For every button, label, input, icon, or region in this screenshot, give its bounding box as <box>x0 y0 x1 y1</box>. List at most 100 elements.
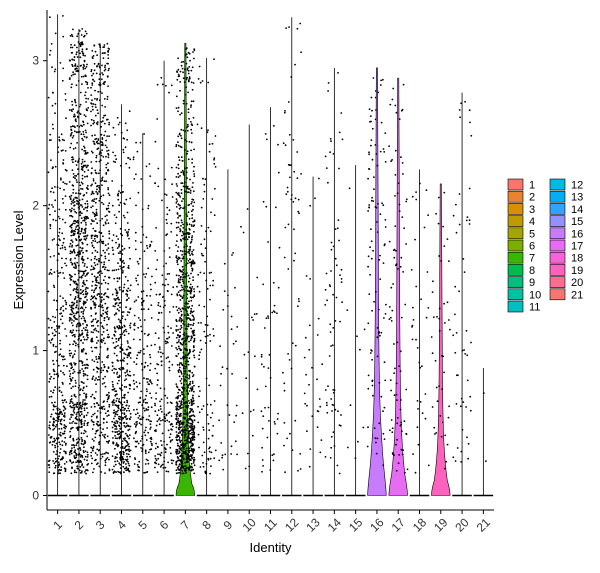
data-point <box>62 67 65 70</box>
data-point <box>393 256 396 259</box>
data-point <box>101 72 103 74</box>
data-point <box>180 426 183 428</box>
data-point <box>273 304 276 307</box>
data-point <box>71 83 73 86</box>
data-point <box>190 327 193 330</box>
data-point <box>63 373 66 376</box>
data-point <box>147 378 149 380</box>
data-point <box>177 341 180 343</box>
data-point <box>69 430 71 433</box>
data-point <box>111 455 114 457</box>
data-point <box>382 464 385 466</box>
data-point <box>90 298 92 301</box>
data-point <box>185 62 188 65</box>
data-point <box>235 414 238 417</box>
data-point <box>372 249 374 252</box>
data-point <box>181 67 184 70</box>
data-point <box>166 273 169 275</box>
data-point <box>145 418 148 421</box>
data-point <box>85 290 87 293</box>
data-point <box>75 84 78 87</box>
data-point <box>193 224 196 227</box>
data-point <box>159 466 162 468</box>
data-point <box>184 181 186 184</box>
data-point <box>82 75 85 78</box>
data-point <box>193 449 196 452</box>
x-tick-label: 17 <box>389 515 409 535</box>
data-point <box>61 138 64 141</box>
data-point <box>204 178 207 181</box>
data-point <box>84 430 87 433</box>
data-point <box>166 402 169 404</box>
data-point <box>128 437 131 440</box>
data-point <box>76 467 79 470</box>
data-point <box>179 145 182 148</box>
data-point <box>126 295 129 297</box>
data-point <box>68 59 71 62</box>
data-point <box>179 276 182 279</box>
data-point <box>129 425 132 428</box>
data-point <box>117 198 120 201</box>
data-point <box>186 390 188 393</box>
data-point <box>157 453 159 456</box>
data-point <box>318 177 320 180</box>
data-point <box>116 371 119 374</box>
data-point <box>122 416 124 419</box>
data-point <box>269 377 272 379</box>
data-point <box>85 166 88 169</box>
data-point <box>86 374 89 377</box>
data-point <box>105 163 108 166</box>
data-point <box>163 440 166 443</box>
data-point <box>163 250 166 252</box>
data-point <box>103 319 106 322</box>
data-point <box>133 324 135 326</box>
data-point <box>129 346 131 349</box>
data-point <box>50 268 52 271</box>
data-point <box>190 455 193 457</box>
data-point <box>391 98 394 101</box>
data-point <box>375 153 378 155</box>
data-point <box>101 272 103 275</box>
data-point <box>76 219 79 222</box>
data-point <box>53 321 56 323</box>
data-point <box>170 327 172 329</box>
data-point <box>54 165 57 168</box>
data-point <box>124 432 127 435</box>
data-point <box>108 395 111 397</box>
data-point <box>126 298 129 301</box>
data-point <box>182 282 185 284</box>
data-point <box>73 408 75 411</box>
data-point <box>463 271 466 273</box>
data-point <box>103 316 106 319</box>
data-point <box>69 46 72 49</box>
data-point <box>380 395 383 398</box>
data-point <box>58 136 61 139</box>
data-point <box>122 462 125 464</box>
data-point <box>103 114 105 117</box>
data-point <box>54 464 57 467</box>
data-point <box>93 468 95 470</box>
data-point <box>167 429 170 432</box>
points-group <box>303 177 324 468</box>
data-point <box>80 187 82 190</box>
data-point <box>155 462 158 465</box>
data-point <box>59 348 62 351</box>
data-point <box>334 320 337 322</box>
data-point <box>91 82 94 85</box>
data-point <box>166 337 168 340</box>
violin-group <box>473 367 494 497</box>
data-point <box>185 429 188 432</box>
data-point <box>146 364 149 367</box>
data-point <box>82 123 85 126</box>
data-point <box>87 188 89 191</box>
legend-item: 7 <box>507 251 535 265</box>
data-point <box>86 411 89 414</box>
data-point <box>93 235 96 238</box>
data-point <box>155 227 158 229</box>
data-point <box>202 465 205 468</box>
data-point <box>60 427 63 430</box>
data-point <box>69 293 72 296</box>
data-point <box>179 204 181 207</box>
data-point <box>179 230 182 233</box>
data-point <box>80 436 83 439</box>
